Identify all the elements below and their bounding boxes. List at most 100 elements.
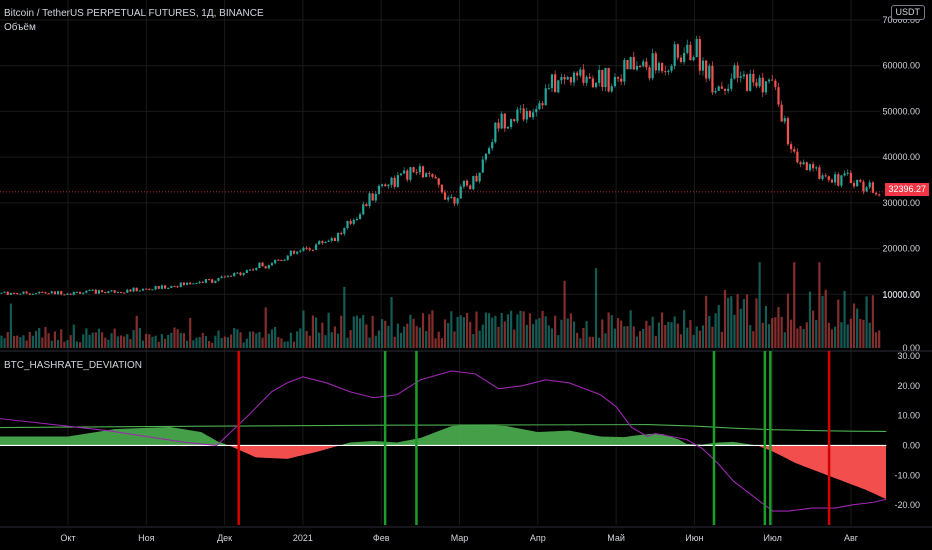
candle-body	[550, 74, 554, 89]
candle-body	[708, 65, 711, 79]
candle-body	[472, 175, 475, 190]
volume-bar	[462, 317, 466, 348]
volume-bar	[362, 314, 365, 348]
volume-bar	[569, 313, 572, 348]
candle-body	[676, 44, 679, 58]
candle-body	[503, 113, 506, 129]
candle-body	[352, 219, 355, 224]
volume-bar	[786, 293, 790, 348]
volume-bar	[207, 341, 211, 348]
time-axis-label: Дек	[217, 533, 232, 543]
volume-bar	[484, 312, 488, 348]
candle-body	[730, 78, 733, 89]
volume-bar	[714, 313, 717, 348]
volume-bar	[513, 329, 516, 348]
candle-body	[358, 214, 362, 219]
candle-body	[459, 186, 462, 199]
volume-bar	[226, 337, 230, 348]
time-axis-label: Окт	[60, 533, 75, 543]
volume-bar	[60, 329, 63, 348]
volume-bar	[827, 322, 830, 348]
volume-bar	[815, 320, 818, 348]
indicator-axis-label: -20.00	[894, 500, 920, 510]
deviation-negative-area	[0, 445, 886, 500]
volume-bar	[217, 330, 220, 348]
candle-body	[532, 112, 535, 118]
volume-bar	[824, 289, 827, 348]
volume-bar	[705, 295, 708, 348]
candle-body	[541, 103, 544, 106]
time-axis-label: 2021	[293, 533, 313, 543]
candle-body	[683, 52, 686, 63]
candle-body	[267, 265, 270, 269]
candle-body	[119, 291, 123, 293]
candle-body	[626, 59, 629, 70]
last-price-tag: 32396.27	[885, 183, 929, 196]
volume-bar	[270, 329, 274, 348]
volume-bar	[296, 331, 299, 348]
volume-bar	[412, 318, 415, 348]
candle-body	[767, 79, 771, 82]
candle-body	[60, 291, 63, 295]
volume-bar	[509, 310, 513, 348]
volume-bar	[302, 310, 305, 348]
volume-bar	[878, 330, 881, 348]
volume-bar	[349, 330, 352, 348]
candle-body	[154, 286, 157, 290]
candle-body	[428, 173, 431, 175]
candle-body	[393, 177, 396, 187]
volume-bar	[717, 305, 720, 348]
candle-body	[173, 286, 176, 288]
volume-bar	[305, 330, 308, 348]
candle-body	[255, 268, 258, 270]
candle-body	[856, 179, 859, 187]
candle-body	[3, 291, 6, 293]
volume-bar	[119, 335, 123, 348]
volume-bar	[840, 322, 843, 348]
candle-body	[437, 178, 440, 185]
currency-button[interactable]: USDT	[890, 5, 925, 20]
volume-bar	[742, 298, 745, 348]
candle-body	[182, 282, 186, 285]
volume-bar	[107, 339, 110, 348]
candle-body	[711, 65, 714, 93]
candle-body	[689, 44, 692, 61]
candle-body	[821, 175, 824, 179]
volume-bar	[632, 326, 635, 348]
candle-body	[585, 76, 588, 83]
volume-bar	[141, 340, 145, 348]
volume-bar	[579, 338, 582, 348]
candle-body	[97, 290, 101, 294]
candle-body	[484, 153, 488, 160]
candle-body	[664, 71, 667, 73]
volume-bar	[739, 308, 742, 348]
volume-bar	[85, 328, 88, 348]
volume-bar	[132, 329, 135, 348]
volume-bar	[34, 330, 38, 348]
volume-bar	[314, 317, 318, 348]
volume-bar	[837, 299, 840, 348]
candle-body	[201, 281, 204, 283]
volume-bar	[692, 334, 695, 348]
candle-body	[560, 77, 563, 81]
volume-bar	[771, 318, 774, 348]
candle-body	[318, 241, 321, 245]
volume-bar	[745, 294, 749, 348]
volume-bar	[31, 335, 35, 348]
candle-body	[44, 292, 47, 294]
volume-bar	[280, 338, 283, 348]
candle-body	[506, 127, 510, 129]
candle-body	[274, 259, 277, 264]
volume-bar	[377, 330, 381, 348]
candle-body	[538, 103, 541, 110]
volume-bar	[233, 327, 236, 348]
volume-bar	[283, 341, 286, 348]
volume-bar	[535, 319, 538, 348]
candle-body	[189, 282, 192, 285]
volume-bar	[160, 334, 163, 348]
volume-bar	[525, 324, 528, 348]
candle-body	[670, 66, 673, 71]
volume-bar	[3, 338, 6, 348]
candle-body	[481, 159, 484, 173]
